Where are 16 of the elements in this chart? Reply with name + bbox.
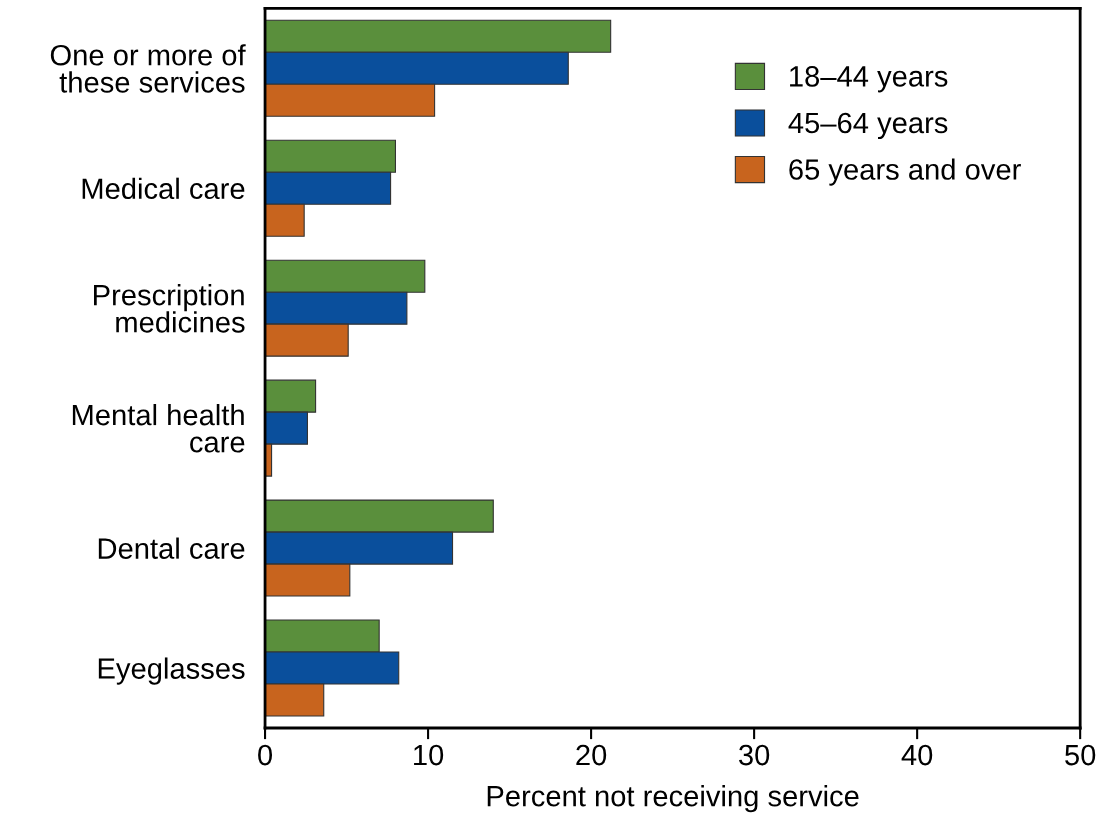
x-tick-label: 50 bbox=[1065, 744, 1096, 766]
legend-label: 18–44 years bbox=[790, 66, 948, 93]
y-tick-label: Eyeglasses bbox=[98, 657, 245, 685]
y-tick-label: Mental health care bbox=[72, 403, 245, 453]
y-tick-label: Dental care bbox=[98, 537, 245, 559]
y-tick-label: Medical care bbox=[82, 177, 245, 200]
x-axis-title: Percent not receiving service bbox=[487, 785, 859, 813]
x-tick-label: 10 bbox=[414, 744, 444, 766]
x-tick-label: 0 bbox=[258, 744, 273, 766]
x-tick-label: 30 bbox=[739, 744, 770, 766]
y-tick-label: Prescription medicines bbox=[94, 284, 245, 333]
x-tick-label: 40 bbox=[901, 744, 933, 766]
legend-label: 65 years and over bbox=[789, 158, 1021, 186]
legend-label: 45–64 years bbox=[788, 112, 948, 140]
x-tick-label: 20 bbox=[576, 744, 607, 766]
y-tick-label: One or more of these services bbox=[50, 44, 246, 93]
